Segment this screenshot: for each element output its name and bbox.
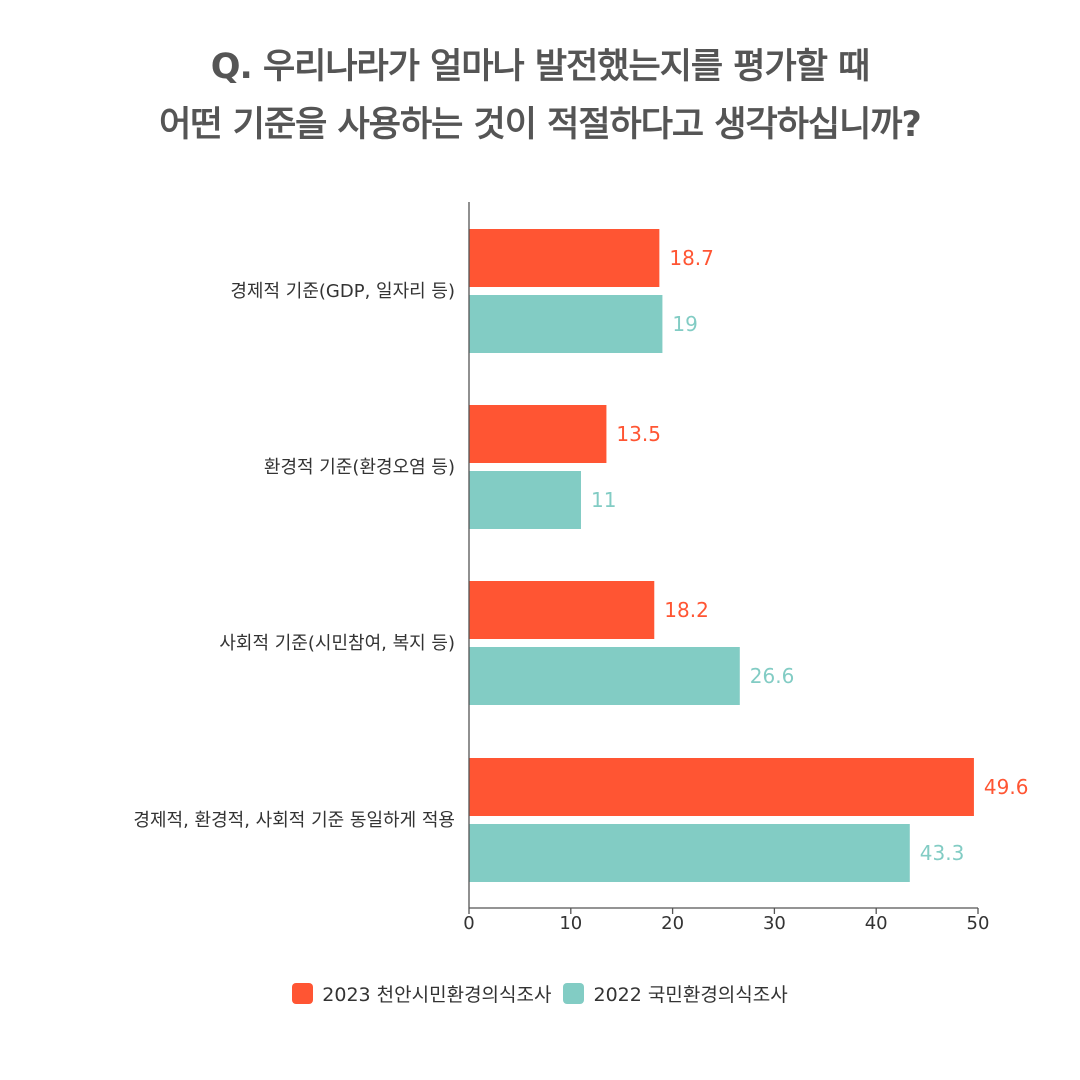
- bar-2022: [469, 471, 581, 529]
- bar-2023: [469, 405, 607, 463]
- legend: 2023 천안시민환경의식조사 2022 국민환경의식조사: [0, 980, 1080, 1007]
- legend-item-2022: 2022 국민환경의식조사: [563, 980, 788, 1007]
- chart-title-line-1: Q. 우리나라가 얼마나 발전했는지를 평가할 때: [210, 47, 871, 87]
- bar-2023: [469, 229, 660, 287]
- category-label: 경제적 기준(GDP, 일자리 등): [230, 281, 455, 302]
- legend-label-2023: 2023 천안시민환경의식조사: [322, 984, 552, 1006]
- bar-2022: [469, 647, 740, 705]
- category-label: 경제적, 환경적, 사회적 기준 동일하게 적용: [133, 810, 455, 831]
- x-tick-label: 20: [661, 913, 684, 934]
- data-label-2023: 18.7: [669, 246, 714, 270]
- x-tick-label: 40: [865, 913, 888, 934]
- legend-item-2023: 2023 천안시민환경의식조사: [292, 980, 551, 1007]
- x-tick-label: 10: [559, 913, 582, 934]
- data-label-2023: 18.2: [664, 598, 709, 622]
- data-label-2023: 49.6: [984, 775, 1029, 799]
- x-tick-label: 50: [967, 913, 990, 934]
- chart-title: Q. 우리나라가 얼마나 발전했는지를 평가할 때 어떤 기준을 사용하는 것이…: [0, 38, 1080, 154]
- x-tick-label: 0: [463, 913, 474, 934]
- data-label-2022: 19: [672, 312, 697, 336]
- legend-swatch-2022: [563, 983, 585, 1004]
- data-label-2022: 26.6: [750, 664, 795, 688]
- legend-swatch-2023: [292, 983, 314, 1004]
- bar-2022: [469, 824, 910, 882]
- data-label-2023: 13.5: [616, 422, 661, 446]
- category-label: 사회적 기준(시민참여, 복지 등): [219, 633, 455, 654]
- data-label-2022: 43.3: [920, 841, 965, 865]
- legend-label-2022: 2022 국민환경의식조사: [593, 984, 788, 1006]
- data-label-2022: 11: [591, 488, 616, 512]
- category-label: 환경적 기준(환경오염 등): [264, 457, 455, 478]
- bar-2023: [469, 758, 974, 816]
- bar-2022: [469, 295, 663, 353]
- chart-title-line-2: 어떤 기준을 사용하는 것이 적절하다고 생각하십니까?: [159, 105, 922, 145]
- x-tick-label: 30: [763, 913, 786, 934]
- bar-2023: [469, 581, 655, 639]
- bar-chart: 경제적 기준(GDP, 일자리 등) 18.7 19 환경적 기준(환경오염 등) 13…: [133, 202, 1029, 934]
